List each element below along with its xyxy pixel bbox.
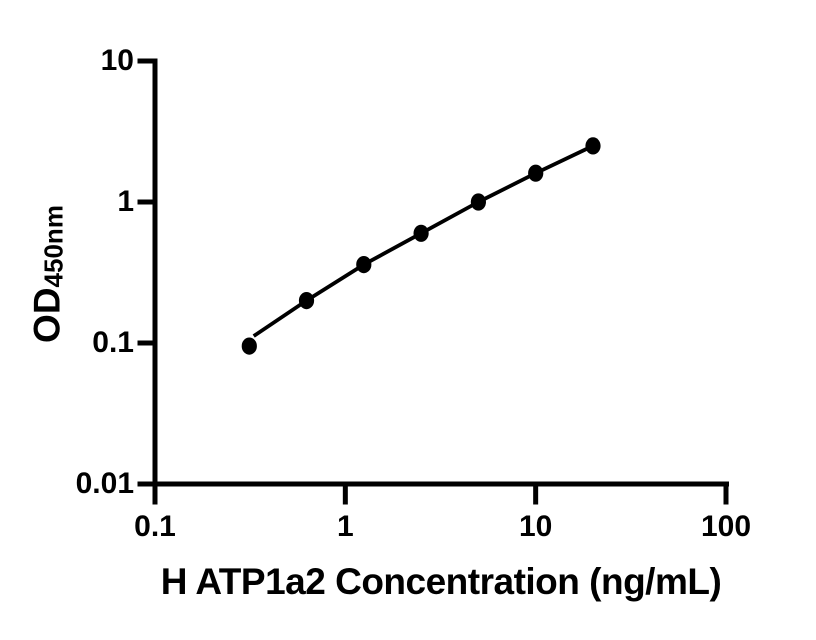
x-tick-label-10: 10 bbox=[518, 510, 553, 543]
y-tick-label-10: 10 bbox=[100, 44, 134, 77]
y-tick-label-0p1: 0.1 bbox=[92, 326, 134, 359]
data-point bbox=[241, 337, 257, 355]
x-axis-title: H ATP1a2 Concentration (ng/mL) bbox=[160, 561, 722, 602]
y-axis-title: OD450nm bbox=[27, 205, 70, 343]
data-point bbox=[356, 256, 372, 274]
data-point bbox=[585, 137, 601, 155]
x-tick-label-0p1: 0.1 bbox=[134, 510, 176, 543]
data-point bbox=[413, 224, 429, 242]
y-tick-label-0p01: 0.01 bbox=[75, 467, 134, 500]
x-tick-label-1: 1 bbox=[336, 510, 354, 543]
y-axis-title-subscript: 450nm bbox=[38, 205, 69, 288]
y-axis-title-main: OD bbox=[26, 287, 68, 343]
data-point bbox=[470, 193, 486, 211]
y-tick-label-1: 1 bbox=[117, 185, 134, 218]
data-point bbox=[298, 292, 315, 310]
data-point bbox=[528, 164, 544, 182]
x-tick-label-100: 100 bbox=[700, 510, 752, 543]
